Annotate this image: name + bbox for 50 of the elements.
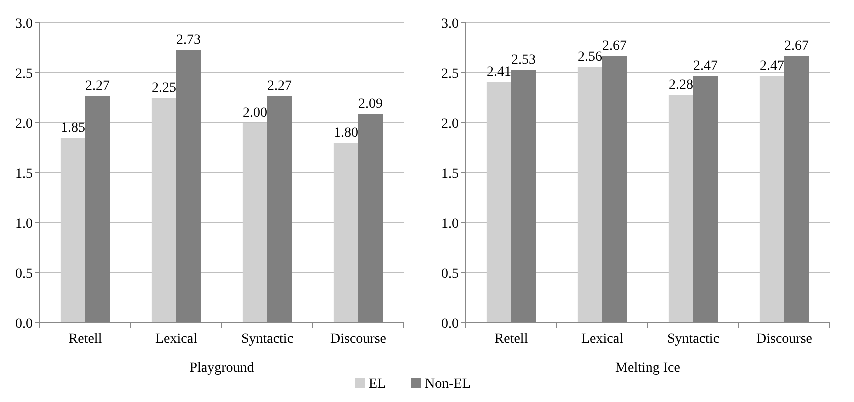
bar xyxy=(60,138,86,323)
data-label: 2.67 xyxy=(784,39,810,54)
y-tick-label: 1.5 xyxy=(16,166,33,182)
data-label: 2.41 xyxy=(486,65,512,80)
data-label: 2.09 xyxy=(358,97,384,112)
data-label: 2.25 xyxy=(152,81,176,96)
y-tick-label: 3.0 xyxy=(442,16,459,32)
x-tick-label: Syntactic xyxy=(667,332,720,347)
bar xyxy=(578,67,602,323)
bar xyxy=(668,95,694,323)
x-tick-label: Retell xyxy=(68,332,102,347)
y-tick-label: 1.5 xyxy=(442,166,459,182)
data-label: 2.47 xyxy=(694,59,718,74)
x-tick-label: Discourse xyxy=(756,332,812,347)
y-tick-label: 0.5 xyxy=(442,266,459,282)
bar xyxy=(152,98,176,323)
bar xyxy=(760,76,784,323)
data-label: 2.73 xyxy=(176,33,202,48)
x-tick-label: Discourse xyxy=(330,332,386,347)
bar xyxy=(486,82,512,323)
y-tick-label: 0.0 xyxy=(442,316,459,332)
data-label: 2.28 xyxy=(668,78,694,93)
x-tick-label: Lexical xyxy=(582,332,624,347)
data-label: 2.27 xyxy=(268,79,292,94)
data-label: 2.53 xyxy=(512,53,536,68)
data-label: 2.47 xyxy=(760,59,784,74)
data-label: 2.67 xyxy=(602,39,628,54)
legend-label: Non-EL xyxy=(425,376,471,392)
x-axis-title: Playground xyxy=(190,361,254,376)
y-tick-label: 0.5 xyxy=(16,266,33,282)
x-tick-label: Syntactic xyxy=(241,332,294,347)
legend-label: EL xyxy=(369,376,386,392)
data-label: 1.85 xyxy=(60,121,86,136)
x-tick-label: Lexical xyxy=(156,332,198,347)
y-tick-label: 0.0 xyxy=(16,316,33,332)
x-axis-title: Melting Ice xyxy=(616,361,680,376)
bar xyxy=(242,123,268,323)
x-tick-label: Retell xyxy=(494,332,528,347)
bar xyxy=(334,143,358,323)
y-tick-label: 1.0 xyxy=(442,216,459,232)
data-label: 2.00 xyxy=(242,106,268,121)
y-tick-label: 2.5 xyxy=(16,66,33,82)
data-label: 2.56 xyxy=(578,50,602,65)
y-tick-label: 3.0 xyxy=(16,16,33,32)
y-tick-label: 2.0 xyxy=(442,116,459,132)
data-label: 2.27 xyxy=(86,79,110,94)
y-tick-label: 1.0 xyxy=(16,216,33,232)
y-tick-label: 2.0 xyxy=(16,116,33,132)
data-label: 1.80 xyxy=(334,126,358,141)
y-tick-label: 2.5 xyxy=(442,66,459,82)
